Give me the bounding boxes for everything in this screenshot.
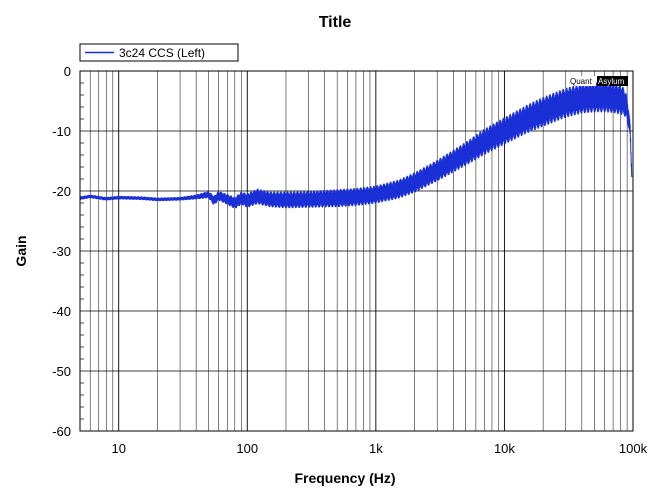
watermark-logo-right-text: Asylum [598,77,625,86]
y-axis-label: Gain [13,235,29,266]
y-tick-label: -30 [52,244,71,259]
y-tick-label: 0 [64,64,71,79]
x-tick-label: 100k [619,441,648,456]
y-tick-label: -10 [52,124,71,139]
x-tick-label: 10 [111,441,125,456]
plot-frame [79,70,634,432]
legend-box [79,43,239,62]
watermark-logo-right-bg [597,76,628,86]
series-line [79,82,633,209]
grid [80,71,633,431]
y-tick-label: -20 [52,184,71,199]
watermark-logo-left-bg [569,76,596,86]
x-axis-label: Frequency (Hz) [294,470,395,486]
x-tick-label: 10k [494,441,515,456]
x-tick-label: 100 [236,441,258,456]
y-axis-ticks: 0 -10 -20 -30 -40 -50 -60 [52,64,71,439]
watermark-logo-left-text: Quant [570,77,593,86]
watermark-logo: Quant Asylum [569,76,628,86]
axis-minor-ticks [80,82,84,420]
legend: 3c24 CCS (Left) [79,43,239,62]
chart-title: Title [319,14,352,31]
x-axis-ticks: 10 100 1k 10k 100k [111,441,647,456]
x-tick-label: 1k [369,441,383,456]
legend-label: 3c24 CCS (Left) [119,46,205,60]
series-layer [79,82,633,209]
y-tick-label: -40 [52,304,71,319]
y-tick-label: -50 [52,364,71,379]
y-tick-label: -60 [52,424,71,439]
